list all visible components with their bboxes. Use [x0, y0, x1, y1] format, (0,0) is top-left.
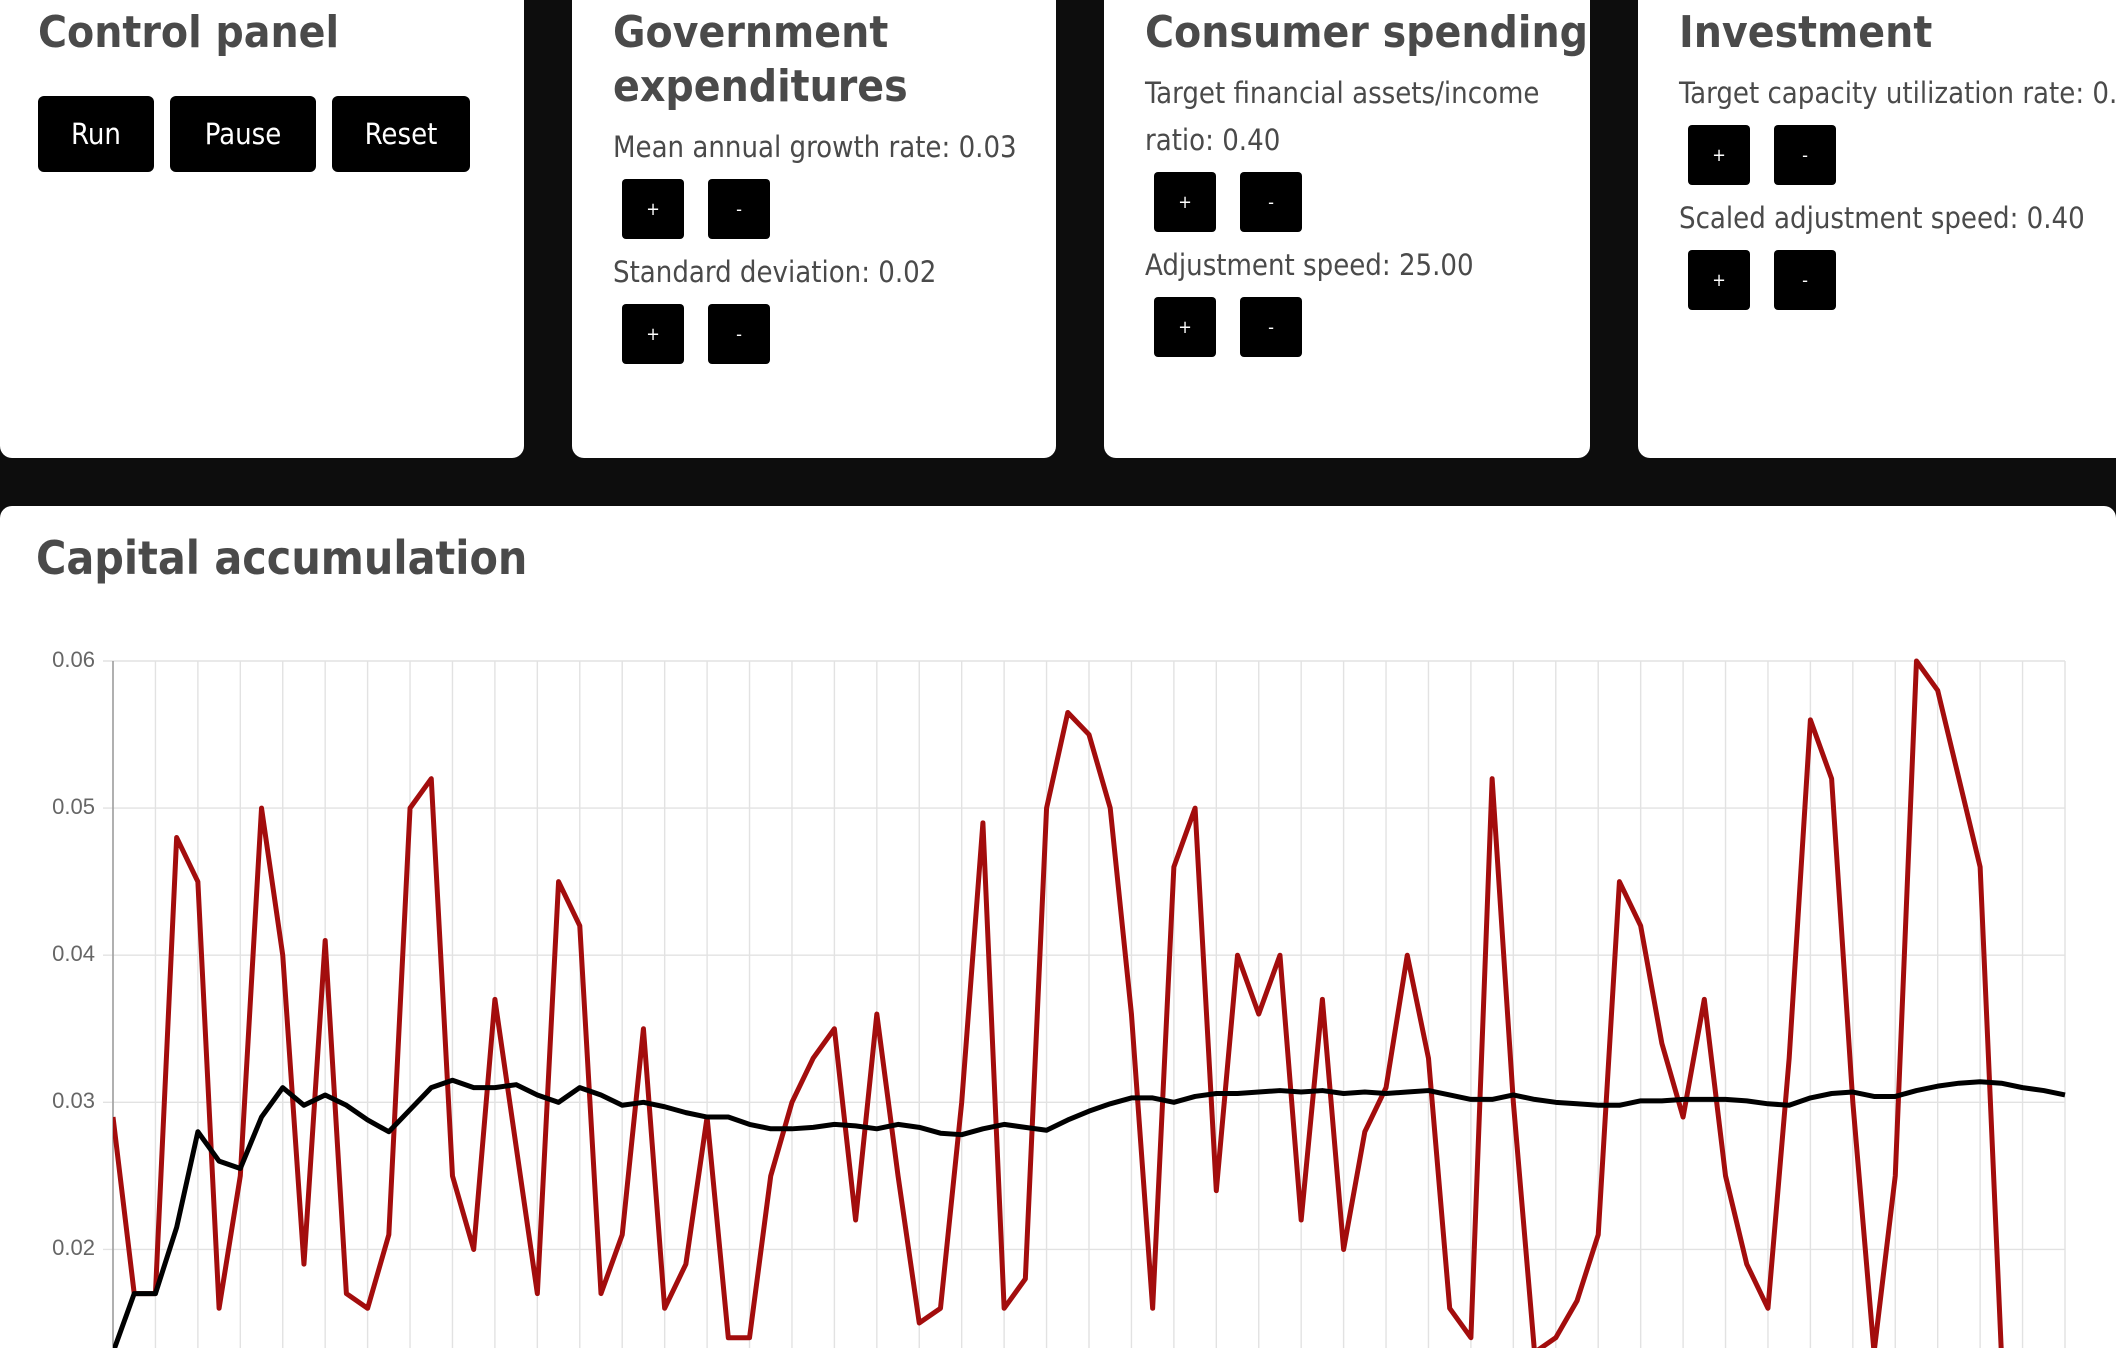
series-line — [113, 658, 2004, 1348]
adjust-button[interactable]: - — [708, 304, 770, 364]
consumer-panel: Consumer spending Target financial assets… — [1104, 0, 1590, 458]
plot-area — [113, 658, 2066, 1348]
adjust-button[interactable]: - — [1240, 297, 1302, 357]
adjust-button[interactable]: - — [1774, 250, 1836, 310]
button-row: + - — [1688, 125, 2116, 185]
chart: Capital accumulation 0.02 0.03 0.04 0.05 0.0… — [36, 531, 2066, 1348]
adjust-button[interactable]: - — [1240, 172, 1302, 232]
button-row: + - — [622, 179, 1056, 239]
parameter-label: Standard deviation: 0.02 — [613, 255, 937, 289]
panel-title: Control panel — [38, 7, 340, 58]
y-tick-label: 0.05 — [52, 794, 95, 819]
panel-title: Investment — [1679, 7, 1933, 58]
parameter-label: Mean annual growth rate: 0.03 — [613, 130, 1017, 164]
chart-title: Capital accumulation — [36, 531, 527, 585]
panel-title: Government expenditures — [613, 7, 908, 112]
adjust-button[interactable]: + — [1688, 125, 1750, 185]
control-button[interactable]: Run — [38, 96, 154, 172]
y-tick-label: 0.02 — [52, 1235, 95, 1260]
parameter-label: Adjustment speed: 25.00 — [1145, 248, 1474, 282]
adjust-button[interactable]: + — [622, 179, 684, 239]
control-button[interactable]: Reset — [332, 96, 470, 172]
button-row: + - — [622, 304, 1056, 364]
government-panel: Government expenditures Mean annual growt… — [572, 0, 1056, 458]
adjust-button[interactable]: - — [1774, 125, 1836, 185]
adjust-button[interactable]: + — [622, 304, 684, 364]
investment-panel: Investment Target capacity utilization ra… — [1638, 0, 2116, 458]
series-line — [113, 1077, 2066, 1348]
button-row: + - — [1154, 297, 1590, 357]
adjust-button[interactable]: + — [1688, 250, 1750, 310]
panel-title: Consumer spending — [1145, 7, 1588, 58]
chart-panel: Capital accumulation 0.02 0.03 0.04 0.05 0.0… — [0, 506, 2116, 1348]
control-button[interactable]: Pause — [170, 96, 316, 172]
parameter-label: Target capacity utilization rate: 0.70 — [1679, 76, 2116, 110]
y-tick-label: 0.06 — [52, 647, 95, 672]
y-tick-label: 0.03 — [52, 1088, 95, 1113]
button-row: Run Pause Reset — [38, 96, 524, 172]
parameter-label: Target financial assets/income ratio: 0.… — [1145, 76, 1540, 157]
button-row: + - — [1154, 172, 1590, 232]
adjust-button[interactable]: + — [1154, 297, 1216, 357]
control-panel: Control panel Run Pause Reset — [0, 0, 524, 458]
adjust-button[interactable]: - — [708, 179, 770, 239]
parameter-label: Scaled adjustment speed: 0.40 — [1679, 201, 2085, 235]
y-tick-label: 0.04 — [52, 941, 95, 966]
adjust-button[interactable]: + — [1154, 172, 1216, 232]
button-row: + - — [1688, 250, 2116, 310]
